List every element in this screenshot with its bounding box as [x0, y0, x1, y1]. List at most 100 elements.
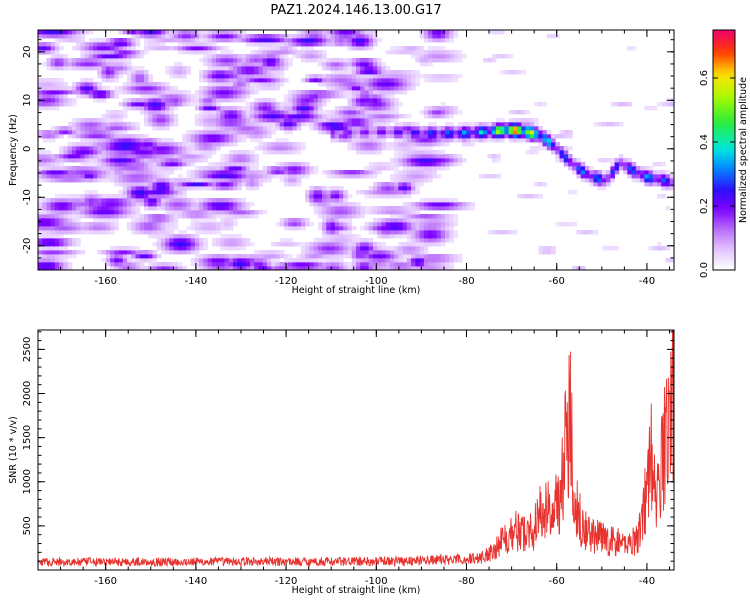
heatmap-cell	[317, 30, 323, 35]
heatmap-cell	[59, 134, 64, 139]
heatmap-cell	[101, 194, 107, 199]
heatmap-cell	[296, 118, 302, 123]
heatmap-cell	[173, 46, 179, 51]
heatmap-cell	[42, 258, 47, 263]
heatmap-cell	[275, 250, 281, 255]
heatmap-cell	[228, 266, 234, 270]
heatmap-cell	[288, 254, 293, 259]
heatmap-cell	[105, 206, 111, 211]
heatmap-cell	[381, 82, 387, 87]
heatmap-cell	[606, 170, 611, 175]
heatmap-cell	[453, 206, 459, 211]
heatmap-cell	[432, 58, 437, 63]
heatmap-cell	[93, 38, 98, 43]
heatmap-cell	[241, 62, 247, 67]
heatmap-cell	[360, 174, 365, 179]
heatmap-cell	[131, 250, 136, 255]
heatmap-cell	[110, 146, 115, 151]
heatmap-cell	[440, 30, 446, 35]
heatmap-cell	[283, 182, 289, 187]
heatmap-cell	[46, 266, 52, 270]
heatmap-cell	[356, 94, 361, 99]
heatmap-cell	[360, 246, 365, 251]
heatmap-cell	[339, 90, 344, 95]
heatmap-cell	[207, 42, 213, 47]
heatmap-cell	[296, 114, 302, 119]
heatmap-cell	[326, 78, 331, 83]
heatmap-cell	[356, 46, 361, 51]
heatmap-cell	[512, 118, 518, 123]
heatmap-cell	[300, 102, 306, 107]
heatmap-cell	[237, 138, 242, 143]
heatmap-cell	[220, 138, 225, 143]
heatmap-cell	[97, 154, 102, 159]
heatmap-cell	[233, 246, 238, 251]
heatmap-cell	[156, 186, 162, 191]
heatmap-cell	[343, 250, 348, 255]
heatmap-cell	[101, 62, 107, 67]
heatmap-cell	[101, 226, 107, 231]
heatmap-cell	[110, 142, 115, 147]
heatmap-cell	[398, 158, 404, 163]
heatmap-cell	[245, 186, 251, 191]
heatmap-cell	[313, 166, 319, 171]
heatmap-cell	[495, 122, 501, 127]
heatmap-cell	[436, 226, 442, 231]
heatmap-cell	[42, 266, 47, 270]
heatmap-cell	[334, 118, 340, 123]
heatmap-cell	[453, 138, 459, 143]
heatmap-cell	[127, 206, 132, 211]
heatmap-cell	[266, 166, 272, 171]
heatmap-cell	[347, 142, 353, 147]
heatmap-cell	[627, 166, 632, 171]
heatmap-cell	[398, 134, 404, 139]
heatmap-cell	[105, 122, 111, 127]
heatmap-cell	[169, 178, 175, 183]
heatmap-cell	[330, 242, 336, 247]
heatmap-cell	[381, 74, 387, 79]
heatmap-cell	[339, 106, 344, 111]
heatmap-cell	[419, 34, 425, 39]
heatmap-cell	[250, 242, 255, 247]
heatmap-cell	[114, 214, 119, 219]
heatmap-cell	[495, 130, 501, 135]
heatmap-cell	[127, 178, 132, 183]
heatmap-cell	[597, 186, 603, 191]
heatmap-cell	[360, 134, 365, 139]
heatmap-cell	[343, 130, 348, 135]
heatmap-cell	[423, 174, 429, 179]
heatmap-cell	[440, 222, 446, 227]
heatmap-cell	[211, 118, 217, 123]
heatmap-cell	[114, 74, 119, 79]
heatmap-cell	[436, 34, 442, 39]
heatmap-cell	[135, 246, 141, 251]
heatmap-cell	[377, 250, 382, 255]
heatmap-cell	[93, 118, 98, 123]
heatmap-cell	[63, 126, 69, 131]
heatmap-cell	[377, 110, 382, 115]
heatmap-cell	[283, 142, 289, 147]
heatmap-cell	[156, 90, 162, 95]
heatmap-cell	[38, 234, 43, 239]
heatmap-cell	[275, 150, 281, 155]
heatmap-cell	[351, 214, 357, 219]
heatmap-cell	[38, 238, 43, 243]
heatmap-cell	[122, 194, 128, 199]
heatmap-cell	[207, 106, 213, 111]
heatmap-cell	[449, 234, 454, 239]
heatmap-cell	[220, 90, 225, 95]
heatmap-cell	[46, 82, 52, 87]
heatmap-cell	[182, 146, 187, 151]
heatmap-cell	[440, 166, 446, 171]
heatmap-cell	[186, 150, 192, 155]
heatmap-cell	[118, 162, 124, 167]
heatmap-cell	[207, 126, 213, 131]
heatmap-cell	[305, 78, 310, 83]
heatmap-cell	[377, 70, 382, 75]
heatmap-cell	[368, 230, 374, 235]
heatmap-cell	[428, 130, 433, 135]
heatmap-cell	[59, 62, 64, 67]
heatmap-cell	[42, 30, 47, 35]
heatmap-cell	[241, 106, 247, 111]
heatmap-cell	[445, 78, 450, 83]
